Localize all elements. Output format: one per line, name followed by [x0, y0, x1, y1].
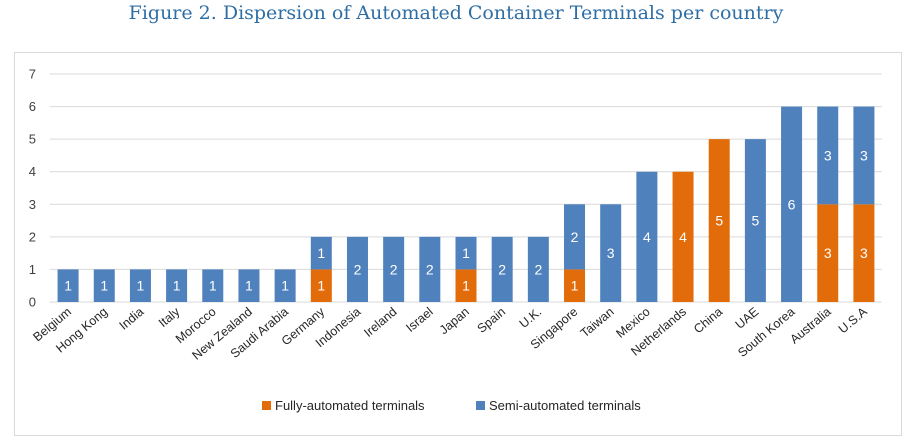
bar-semi-automated: [491, 236, 513, 302]
chart-title: Figure 2. Dispersion of Automated Contai…: [128, 2, 784, 24]
bar-semi-automated: [636, 171, 658, 302]
bar-semi-automated: [600, 204, 622, 302]
bar-semi-automated: [93, 269, 115, 302]
legend-swatch-fully: [262, 401, 271, 410]
data-label: 3: [607, 245, 615, 261]
y-tick-label: 1: [29, 262, 36, 277]
x-tick-label: U.S.A: [836, 304, 871, 336]
bar-semi-automated: [346, 236, 368, 302]
y-tick-label: 5: [29, 132, 36, 147]
bar-semi-automated: [274, 269, 296, 302]
data-label: 2: [534, 261, 542, 277]
x-tick-label: UAE: [733, 305, 762, 332]
data-label: 3: [860, 245, 868, 261]
y-tick-label: 7: [29, 67, 36, 82]
bar-semi-automated: [202, 269, 224, 302]
data-label: 1: [137, 278, 145, 294]
x-tick-label: Italy: [156, 304, 183, 330]
bar-semi-automated: [383, 236, 405, 302]
x-tick-label: Ireland: [361, 305, 399, 340]
y-tick-label: 2: [29, 229, 36, 244]
x-tick-label: Japan: [437, 305, 472, 338]
data-label: 2: [354, 261, 362, 277]
y-tick-label: 6: [29, 99, 36, 114]
data-label: 1: [64, 278, 72, 294]
x-tick-label: China: [691, 305, 725, 337]
bar-fully-automated: [853, 204, 875, 302]
data-label: 1: [245, 278, 253, 294]
bar-fully-automated: [564, 269, 586, 302]
data-label: 4: [679, 229, 687, 245]
bar-fully-automated: [455, 269, 477, 302]
legend-label-fully: Fully-automated terminals: [275, 398, 425, 413]
bar-semi-automated: [781, 106, 803, 302]
data-label: 3: [824, 245, 832, 261]
y-tick-label: 3: [29, 197, 36, 212]
data-label: 1: [317, 245, 325, 261]
data-label: 1: [317, 278, 325, 294]
data-label: 6: [788, 196, 796, 212]
legend-label-semi: Semi-automated terminals: [489, 398, 641, 413]
y-tick-label: 0: [29, 295, 36, 310]
bar-semi-automated: [817, 106, 839, 205]
data-label: 2: [498, 261, 506, 277]
data-label: 2: [571, 229, 579, 245]
data-label: 3: [860, 147, 868, 163]
data-label: 4: [643, 229, 651, 245]
data-label: 2: [390, 261, 398, 277]
bar-semi-automated: [527, 236, 549, 302]
bar-semi-automated: [564, 204, 586, 270]
x-tick-label: India: [117, 305, 147, 333]
bar-fully-automated: [708, 139, 730, 302]
data-label: 5: [715, 213, 723, 229]
bar-semi-automated: [744, 139, 766, 302]
bar-semi-automated: [166, 269, 188, 302]
bar-fully-automated: [817, 204, 839, 302]
x-tick-label: U.K.: [517, 305, 545, 331]
bar-fully-automated: [672, 171, 694, 302]
data-label: 1: [462, 245, 470, 261]
bar-semi-automated: [129, 269, 151, 302]
bar-semi-automated: [57, 269, 79, 302]
bar-semi-automated: [238, 269, 260, 302]
data-label: 5: [751, 213, 759, 229]
data-label: 1: [209, 278, 217, 294]
bar-semi-automated: [419, 236, 441, 302]
bar-semi-automated: [310, 236, 332, 270]
y-tick-label: 4: [29, 164, 36, 179]
data-label: 2: [426, 261, 434, 277]
data-label: 3: [824, 147, 832, 163]
x-tick-label: Australia: [787, 305, 833, 347]
data-label: 1: [100, 278, 108, 294]
data-label: 1: [281, 278, 289, 294]
data-label: 1: [173, 278, 181, 294]
x-tick-label: Israel: [403, 305, 435, 335]
bar-semi-automated: [455, 236, 477, 270]
bar-fully-automated: [310, 269, 332, 302]
bar-semi-automated: [853, 106, 875, 205]
legend-swatch-semi: [476, 401, 485, 410]
data-label: 1: [462, 278, 470, 294]
x-tick-label: Taiwan: [578, 305, 617, 341]
chart-frame: [14, 52, 902, 436]
data-label: 1: [571, 278, 579, 294]
x-tick-label: Spain: [475, 305, 509, 336]
